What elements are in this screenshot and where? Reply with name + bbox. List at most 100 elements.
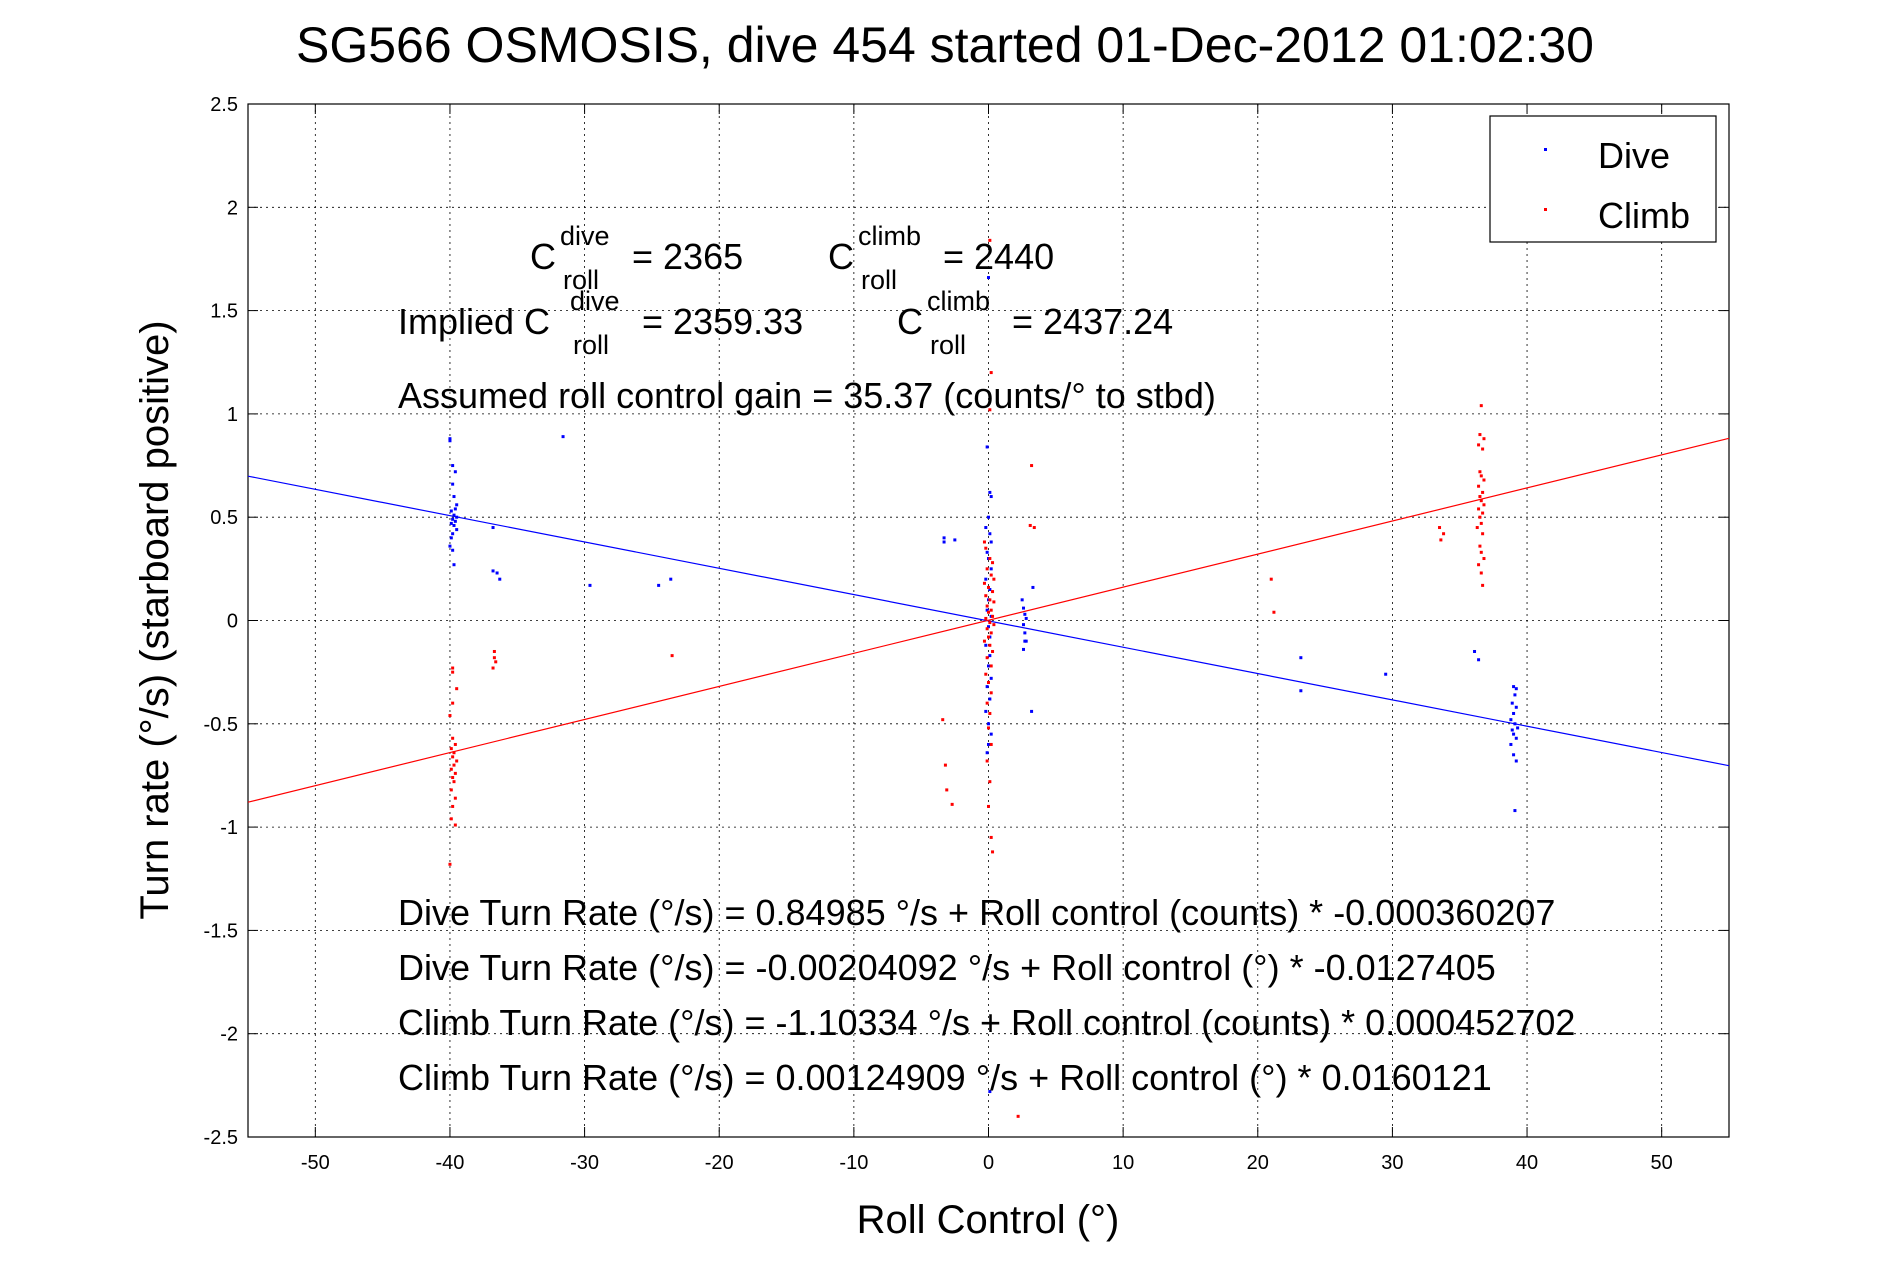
fit-equation-2: Dive Turn Rate (°/s) = -0.00204092 °/s +… <box>398 947 1496 988</box>
climb-point <box>449 747 453 751</box>
y-tick-label: 2.5 <box>210 94 238 116</box>
axis-ticks <box>248 103 1729 1138</box>
dive-point <box>985 445 989 449</box>
dive-point <box>449 509 453 513</box>
dive-point <box>451 548 455 552</box>
climb-point <box>1479 499 1483 503</box>
x-tick-label: -10 <box>839 1152 868 1174</box>
climb-point <box>992 623 996 627</box>
dive-point <box>988 532 992 536</box>
climb-point <box>943 763 947 767</box>
y-tick-label: -2.5 <box>204 1127 238 1149</box>
climb-point <box>991 649 995 653</box>
dive-point <box>455 503 459 507</box>
dive-point <box>985 685 989 689</box>
dive-point <box>453 519 457 523</box>
dive-point <box>498 577 502 581</box>
climb-point <box>988 557 992 561</box>
climb-point <box>988 621 992 625</box>
climb-point <box>455 759 459 763</box>
dive-point <box>491 569 495 573</box>
climb-point <box>448 862 452 866</box>
climb-point <box>985 604 989 608</box>
climb-point <box>1439 538 1443 542</box>
dive-point <box>1023 631 1027 635</box>
dive-point <box>989 495 993 499</box>
climb-point <box>985 627 989 631</box>
dive-point <box>453 507 457 511</box>
climb-point <box>1481 447 1485 451</box>
climb-point <box>988 598 992 602</box>
dive-point <box>1384 672 1388 676</box>
climb-point <box>451 755 455 759</box>
grid <box>248 103 1729 1138</box>
climb-point <box>1438 526 1442 530</box>
climb-point <box>492 656 496 660</box>
climb-point <box>991 850 995 854</box>
dive-point <box>491 526 495 530</box>
climb-point <box>985 701 989 705</box>
dive-point <box>1514 736 1518 740</box>
climb-point <box>1479 474 1483 478</box>
climb-point <box>982 540 986 544</box>
dive-point <box>1513 809 1517 813</box>
climb-point <box>1481 583 1485 587</box>
dive-point <box>989 676 993 680</box>
dive-point <box>1020 598 1024 602</box>
dive-point <box>987 515 990 519</box>
dive-point <box>987 276 990 280</box>
x-tick-label: -20 <box>705 1152 734 1174</box>
dive-point <box>984 526 988 530</box>
climb-point <box>448 714 452 718</box>
climb-point <box>492 649 496 653</box>
dive-point <box>453 470 457 474</box>
dive-point <box>1030 709 1034 713</box>
climb-point <box>453 742 457 746</box>
y-tick-label: 2 <box>227 197 238 219</box>
dive-point <box>1510 701 1514 705</box>
dive-point <box>448 439 452 443</box>
dive-point <box>942 536 946 540</box>
x-tick-label: -40 <box>436 1152 465 1174</box>
climb-point <box>1478 433 1482 437</box>
climb-point <box>984 594 988 598</box>
dive-point <box>987 664 990 668</box>
x-tick-labels: -50 -40 -30 -20 -10 0 10 20 30 40 50 <box>301 1152 1673 1174</box>
climb-point <box>449 767 453 771</box>
climb-point <box>453 771 457 775</box>
climb-point <box>1481 532 1485 536</box>
dive-point <box>452 495 456 499</box>
dive-point <box>988 1090 992 1094</box>
climb-point <box>1269 577 1273 581</box>
dive-point <box>451 517 455 521</box>
climb-point <box>1482 478 1486 482</box>
dive-point <box>451 464 455 468</box>
x-tick-label: -30 <box>570 1152 599 1174</box>
climb-point <box>1479 521 1483 525</box>
c-climb-value: = 2440 <box>943 236 1054 277</box>
c-climb-base: C <box>828 236 854 277</box>
climb-point <box>1482 503 1486 507</box>
climb-point <box>453 796 457 800</box>
climb-point <box>1477 484 1481 488</box>
climb-point <box>987 635 990 639</box>
dive-point <box>452 523 456 527</box>
dive-point <box>561 435 565 439</box>
climb-point <box>451 670 455 674</box>
climb-point <box>494 660 498 664</box>
x-tick-label: 10 <box>1112 1152 1134 1174</box>
x-tick-label: 0 <box>983 1152 994 1174</box>
climb-point <box>987 610 990 614</box>
climb-point <box>987 804 990 808</box>
dive-point <box>1512 711 1516 715</box>
annotation-c-dive: C dive roll = 2365 <box>530 221 743 295</box>
legend-dive-label: Dive <box>1598 135 1670 176</box>
climb-point <box>1477 563 1481 567</box>
x-tick-label: 30 <box>1381 1152 1403 1174</box>
climb-point <box>991 614 995 618</box>
dive-point <box>953 538 957 542</box>
fit-equation-3: Climb Turn Rate (°/s) = -1.10334 °/s + R… <box>398 1002 1575 1043</box>
dive-point <box>942 540 946 544</box>
climb-point <box>987 680 990 684</box>
dive-point <box>449 521 453 525</box>
